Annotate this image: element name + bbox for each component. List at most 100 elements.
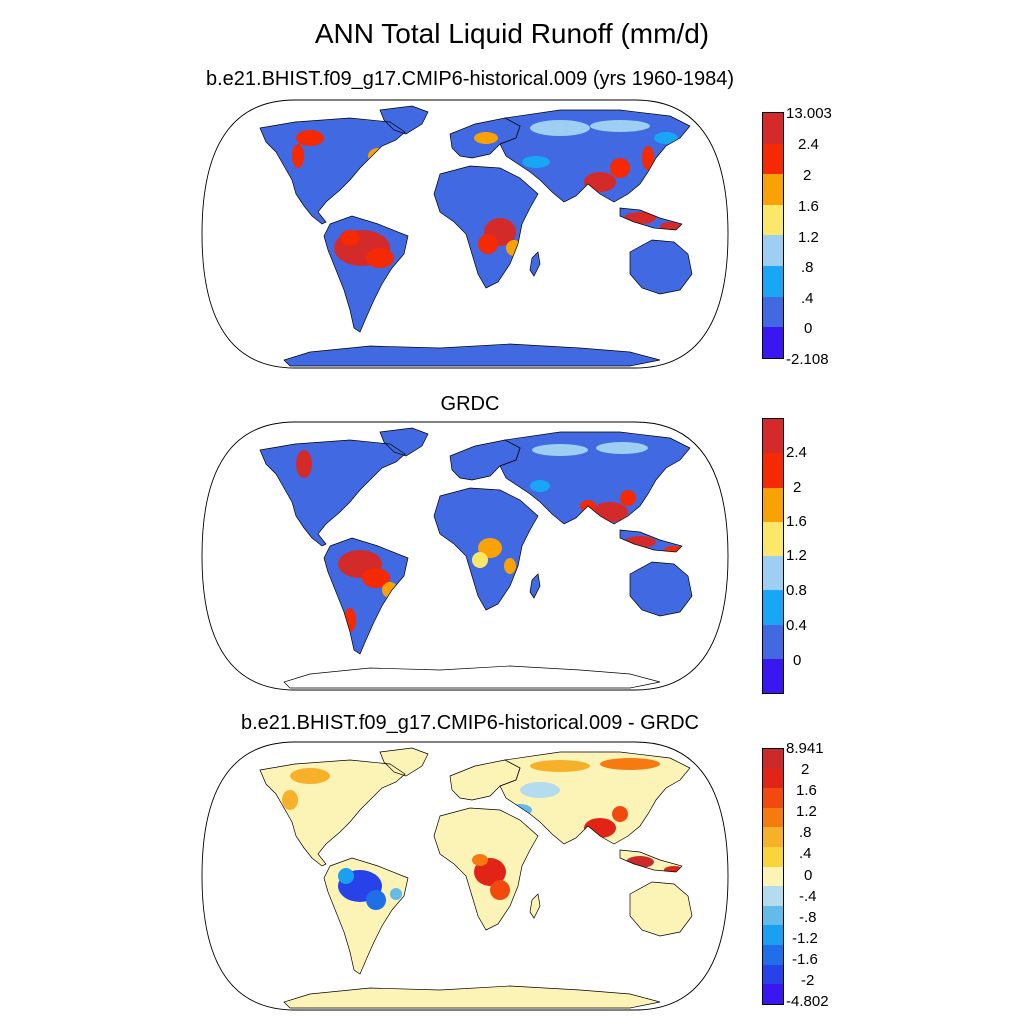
runoff-patch <box>610 158 630 178</box>
colorbar-label: -2.108 <box>786 351 829 368</box>
colorbar-label: .4 <box>801 290 814 307</box>
map-frame <box>201 99 729 369</box>
runoff-patch <box>532 444 588 456</box>
land-antarctica <box>284 666 660 688</box>
colorbar-label: 0 <box>804 320 813 337</box>
colorbar-label: 2 <box>803 167 812 184</box>
colorbar-label: -1.6 <box>792 951 818 968</box>
colorbar-swatch <box>763 143 783 175</box>
colorbar-swatch <box>763 886 783 906</box>
colorbar-label: 2.4 <box>786 444 807 461</box>
land-europe <box>450 440 520 480</box>
colorbar-swatch <box>763 235 783 266</box>
runoff-map-difference <box>201 741 729 1011</box>
runoff-patch <box>590 120 650 132</box>
runoff-patch <box>612 806 628 822</box>
colorbar-swatch <box>763 296 783 328</box>
coastline-australia <box>629 239 693 295</box>
colorbar-label: 0 <box>793 652 802 669</box>
colorbar-swatch <box>763 768 783 789</box>
coastline-africa <box>433 165 539 289</box>
runoff-patch <box>390 888 402 900</box>
runoff-patch <box>296 130 324 146</box>
colorbar-swatch <box>763 944 783 965</box>
colorbar-model <box>762 112 784 359</box>
runoff-patch <box>292 144 304 168</box>
colorbar-swatch <box>763 788 783 808</box>
colorbar-swatch <box>763 807 783 828</box>
colorbar-swatch <box>763 419 783 454</box>
runoff-value-patches <box>292 120 680 268</box>
colorbar-label: 13.003 <box>786 105 832 122</box>
colorbar-swatch <box>763 827 783 847</box>
coastline-indonesia <box>619 207 683 231</box>
runoff-patch <box>660 222 680 230</box>
colorbar-label: .8 <box>799 824 812 841</box>
colorbar-label: -.8 <box>799 909 817 926</box>
colorbar-swatch <box>763 113 783 144</box>
runoff-patch <box>600 758 660 770</box>
map-land-layer <box>259 747 693 1009</box>
map-land-layer <box>259 105 693 367</box>
runoff-patch <box>596 442 648 454</box>
colorbar-label: .8 <box>801 259 814 276</box>
colorbar-swatch <box>763 925 783 945</box>
coastline-greenland <box>379 105 429 135</box>
map-land-layer <box>259 427 693 689</box>
runoff-patch <box>474 132 498 144</box>
land-madagascar <box>530 252 540 276</box>
coastline-antarctica <box>283 665 661 689</box>
coastline-north-america <box>259 117 406 225</box>
runoff-patch <box>472 854 488 866</box>
colorbar-swatch <box>763 624 783 660</box>
runoff-patch <box>530 760 590 772</box>
colorbar-label: 0.8 <box>786 582 807 599</box>
coastline-madagascar <box>529 573 541 599</box>
colorbar-label: 1.6 <box>786 513 807 530</box>
runoff-patch <box>520 782 560 798</box>
colorbar-swatch <box>763 590 783 625</box>
coastline-indonesia <box>619 529 683 553</box>
land-madagascar <box>530 574 540 598</box>
panel-title-difference: b.e21.BHIST.f09_g17.CMIP6-historical.009… <box>241 712 699 734</box>
colorbar-swatch <box>763 905 783 926</box>
coastline-south-america <box>323 215 409 333</box>
land-greenland <box>380 428 428 456</box>
figure-title: ANN Total Liquid Runoff (mm/d) <box>314 18 710 49</box>
runoff-patch <box>522 156 550 168</box>
runoff-patch <box>472 552 488 568</box>
land-north-america <box>260 118 405 224</box>
land-greenland <box>380 106 428 134</box>
colorbar-label: 1.2 <box>786 547 807 564</box>
coastline-south-america <box>323 857 409 975</box>
colorbar-label: 1.2 <box>796 803 817 820</box>
runoff-patch <box>620 490 636 506</box>
coastline-asia <box>499 751 691 845</box>
colorbar-swatch <box>763 174 783 205</box>
runoff-patch <box>478 538 502 558</box>
land-australia <box>630 240 692 294</box>
colorbar-swatch <box>763 453 783 488</box>
coastline-madagascar <box>529 251 541 277</box>
colorbar-label: 0.4 <box>786 617 807 634</box>
colorbar-label: 1.6 <box>798 198 819 215</box>
runoff-patch <box>530 480 550 492</box>
colorbar-label: 2 <box>801 761 810 778</box>
coastline-south-america <box>323 537 409 655</box>
colorbar-label: 1.6 <box>796 782 817 799</box>
coastline-antarctica <box>283 985 661 1009</box>
coastline-antarctica <box>283 343 661 367</box>
runoff-patch <box>296 450 312 478</box>
colorbar-swatch <box>763 327 783 358</box>
coastline-australia <box>629 561 693 617</box>
runoff-map-grdc <box>201 421 729 691</box>
land-asia <box>500 752 690 844</box>
colorbar-label: -4.802 <box>786 993 829 1010</box>
coastline-indonesia <box>619 849 683 873</box>
runoff-value-patches <box>296 442 684 632</box>
colorbar-label: -.4 <box>799 888 817 905</box>
runoff-patch <box>490 880 510 900</box>
colorbar-label: 2 <box>793 479 802 496</box>
colorbar-label: .4 <box>799 845 812 862</box>
land-madagascar <box>530 894 540 918</box>
